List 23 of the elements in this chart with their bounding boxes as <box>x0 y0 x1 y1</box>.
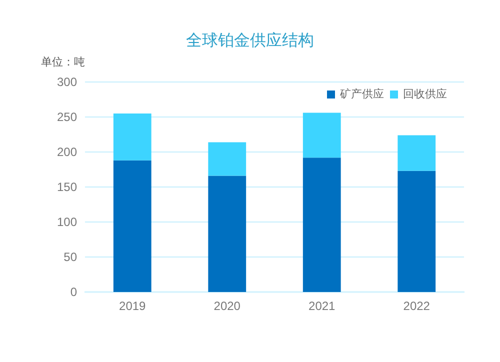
x-tick-label: 2020 <box>214 299 241 313</box>
x-tick-label: 2019 <box>119 299 146 313</box>
bar <box>398 135 436 171</box>
y-tick-label: 250 <box>56 110 78 124</box>
y-tick-label: 200 <box>56 145 78 159</box>
y-tick-label: 0 <box>70 285 78 299</box>
chart-title: 全球铂金供应结构 <box>186 32 314 50</box>
x-tick-label: 2021 <box>308 299 336 313</box>
bar <box>113 114 152 160</box>
bar <box>302 158 341 292</box>
y-tick-label: 100 <box>56 215 78 229</box>
bar <box>208 142 246 176</box>
y-tick-label: 150 <box>56 180 78 194</box>
y-axis-title: 单位：吨 <box>41 56 85 68</box>
bar <box>398 170 436 292</box>
y-tick-label: 50 <box>64 250 78 264</box>
bar <box>302 112 341 158</box>
y-tick-label: 300 <box>56 75 78 89</box>
bar <box>208 176 246 292</box>
x-tick-label: 2022 <box>403 299 430 313</box>
legend-label: 矿产供应 <box>339 88 384 100</box>
legend-label: 回收供应 <box>403 88 447 100</box>
bar <box>113 160 152 292</box>
